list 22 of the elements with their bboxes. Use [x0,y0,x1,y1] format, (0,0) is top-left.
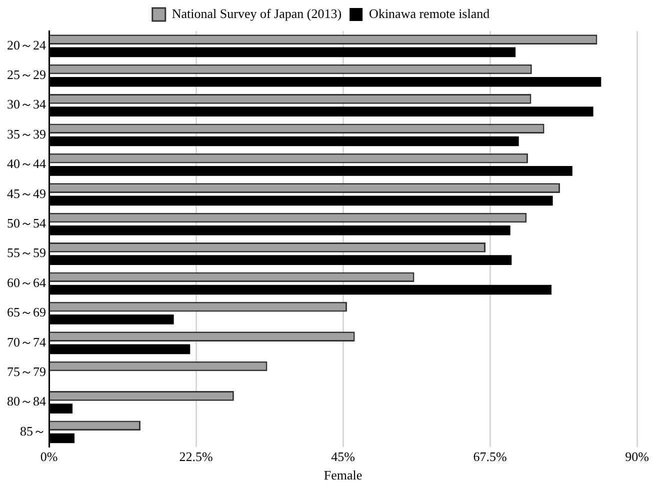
y-tick-label: 35～39 [7,126,46,142]
y-tick-label: 20～24 [7,37,46,52]
legend-label: Okinawa remote island [369,6,490,21]
x-tick-label: 45% [331,449,356,464]
y-tick-label: 25～29 [7,66,46,82]
y-tick-label: 80～84 [7,394,46,409]
y-tick-label: 85～ [20,423,46,438]
y-tick-label: 75～79 [7,364,46,379]
y-tick-label: 45～49 [7,186,46,201]
y-tick-label: 55～59 [7,245,46,260]
y-tick-label: 30～34 [7,96,46,112]
y-tick-label: 60～64 [7,274,46,290]
legend-label: National Survey of Japan (2013) [172,6,342,21]
x-tick-label: 90% [625,449,650,464]
y-tick-label: 65～69 [7,304,46,320]
x-tick-label: 22.5% [179,449,213,464]
y-tick-label: 70～74 [7,334,46,350]
y-tick-label: 50～54 [7,215,46,230]
x-tick-label: 0% [40,449,58,464]
x-axis-title: Female [324,468,362,483]
x-tick-label: 67.5% [473,449,508,464]
y-tick-label: 40～44 [7,156,46,172]
